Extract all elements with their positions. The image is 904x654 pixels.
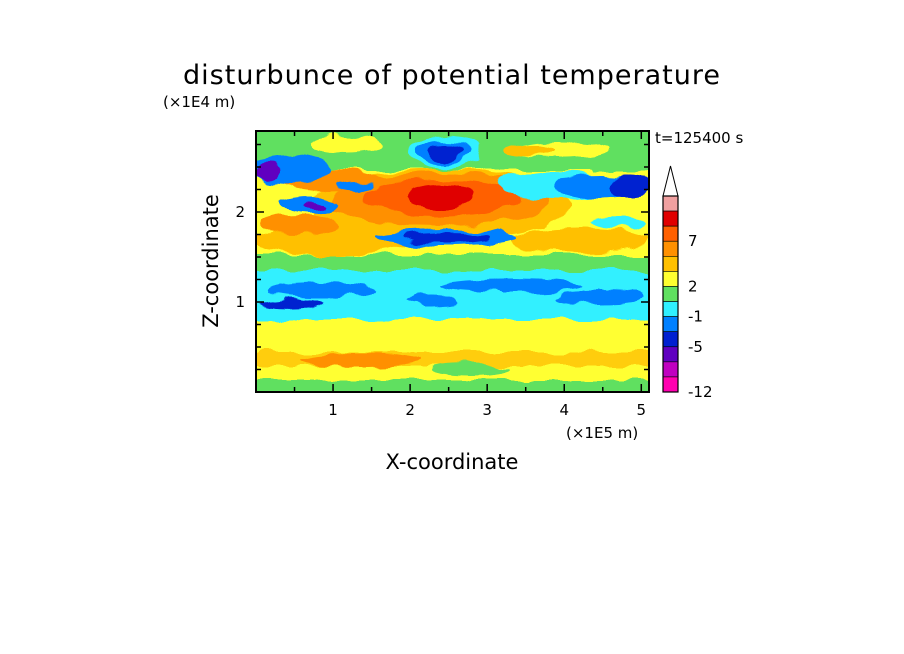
colorbar-swatch — [662, 256, 679, 272]
colorbar-tick-label: 2 — [688, 277, 698, 295]
colorbar-tick-label: -12 — [688, 383, 713, 401]
x-units-label: (×1E5 m) — [566, 424, 638, 442]
x-tick-label: 2 — [405, 401, 415, 419]
y-axis-label: Z-coordinate — [199, 194, 223, 328]
colorbar-tick-label: -1 — [688, 308, 703, 326]
axis-tick-labels: 1 2 3 4 5 1 2 — [235, 203, 646, 419]
x-axis-label: X-coordinate — [386, 450, 519, 474]
colorbar-tick-label: -5 — [688, 338, 703, 356]
x-tick-label: 4 — [559, 401, 569, 419]
x-tick-label: 3 — [482, 401, 492, 419]
axis-ticks — [256, 131, 649, 392]
colorbar-swatch — [662, 195, 679, 212]
colorbar-tick-label: 7 — [688, 232, 698, 250]
colorbar-swatch — [662, 316, 679, 332]
x-tick-label: 1 — [328, 401, 338, 419]
colorbar-frame — [662, 195, 679, 393]
colorbar-swatch — [662, 210, 679, 227]
colorbar-swatch — [662, 376, 679, 393]
colorbar-swatch — [662, 301, 679, 317]
chart-title: disturbunce of potential temperature — [183, 60, 721, 91]
colorbar-swatch — [662, 240, 679, 257]
colorbar-swatch — [662, 286, 679, 302]
colorbar-swatch — [662, 346, 679, 363]
y-units-label: (×1E4 m) — [163, 93, 235, 111]
colorbar-swatch — [662, 361, 679, 378]
time-label: t=125400 s — [655, 129, 743, 147]
x-tick-label: 5 — [637, 401, 647, 419]
y-tick-label: 2 — [235, 203, 245, 221]
y-tick-label: 1 — [235, 293, 245, 311]
plot-frame — [255, 130, 650, 393]
colorbar-swatch — [662, 271, 679, 287]
colorbar-swatch — [662, 225, 679, 242]
contour-field — [256, 131, 649, 392]
colorbar-swatch — [662, 331, 679, 348]
colorbar: 7 2 -1 -5 -12 — [662, 165, 713, 401]
colorbar-extend-arrow — [662, 165, 679, 197]
